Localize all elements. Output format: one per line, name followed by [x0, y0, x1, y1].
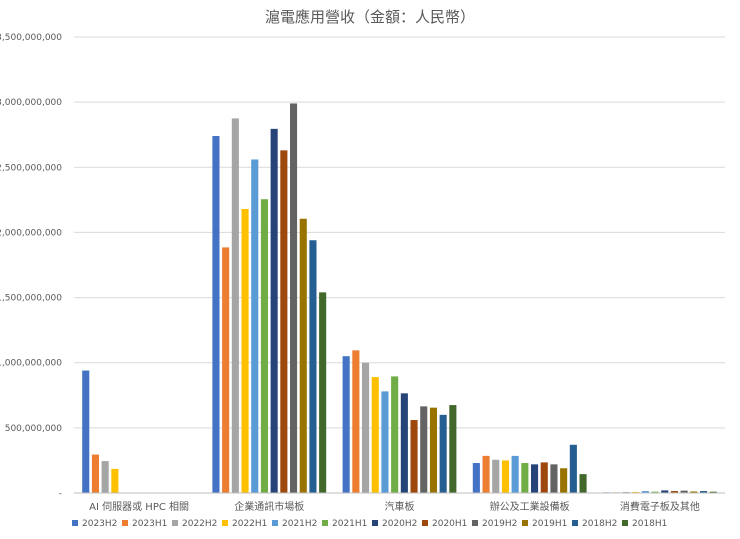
bar [410, 420, 418, 493]
bar [381, 391, 389, 493]
bar [270, 128, 278, 493]
x-category-label: 辦公及工業設備板 [490, 500, 570, 513]
bar [290, 103, 298, 493]
legend-label: 2021H1 [332, 519, 367, 529]
bar [222, 247, 230, 493]
bar [492, 459, 500, 493]
legend-label: 2019H1 [532, 519, 567, 529]
bar [371, 377, 379, 493]
bar [400, 393, 408, 493]
bar [632, 491, 640, 493]
bar [280, 150, 288, 493]
bar [651, 491, 659, 493]
bar [680, 490, 688, 493]
bar [241, 208, 249, 494]
bar [429, 407, 437, 493]
y-tick-label: 500,000,000 [5, 424, 63, 434]
legend-swatch [372, 520, 378, 526]
legend-label: 2022H1 [232, 519, 267, 529]
legend-swatch [122, 520, 128, 526]
x-axis-category-labels: AI 伺服器或 HPC 相關 企業通訊市場板 汽車板 辦公及工業設備板 消費電子板及其他 [89, 500, 700, 513]
bar [319, 292, 327, 493]
bar [260, 199, 268, 493]
legend-label: 2018H2 [582, 519, 617, 529]
x-category-label: 消費電子板及其他 [620, 500, 700, 513]
bar [661, 490, 669, 493]
legend: 2023H2 2023H1 2022H2 2022H1 2021H2 2021H1 2020… [72, 519, 667, 529]
bar [550, 464, 558, 493]
x-category-label: 汽車板 [385, 500, 415, 513]
bar [111, 468, 119, 493]
legend-swatch [172, 520, 178, 526]
bar [511, 455, 519, 493]
legend-label: 2023H1 [132, 519, 167, 529]
y-tick-label: 1,000,000,000 [0, 359, 62, 369]
bar [622, 491, 630, 493]
y-tick-label: 1,500,000,000 [0, 294, 62, 304]
y-tick-label: 3,000,000,000 [0, 98, 62, 108]
legend-swatch [322, 520, 328, 526]
legend-swatch [272, 520, 278, 526]
y-tick-label: - [59, 489, 62, 499]
bar [560, 468, 568, 493]
legend-label: 2018H1 [632, 519, 667, 529]
legend-swatch [422, 520, 428, 526]
legend-label: 2020H2 [382, 519, 417, 529]
x-category-label: 企業通訊市場板 [234, 500, 304, 513]
legend-label: 2023H2 [82, 519, 117, 529]
legend-swatch [72, 520, 78, 526]
y-tick-label: 2,000,000,000 [0, 228, 62, 238]
legend-swatch [622, 520, 628, 526]
bar [342, 356, 350, 493]
chart-title: 滬電應用營收（金額：人民幣） [265, 8, 475, 26]
y-tick-label: 2,500,000,000 [0, 163, 62, 173]
bar [212, 136, 220, 493]
bar [501, 460, 509, 493]
bar [299, 218, 307, 493]
bar [362, 362, 370, 493]
bar [231, 118, 239, 494]
legend-label: 2021H2 [282, 519, 317, 529]
bar [82, 370, 90, 493]
bar [309, 240, 317, 493]
legend-label: 2022H2 [182, 519, 217, 529]
bar [700, 491, 708, 493]
bar [569, 444, 577, 493]
bar [420, 406, 428, 493]
bar [472, 463, 480, 493]
legend-label: 2019H2 [482, 519, 517, 529]
bar [391, 376, 399, 493]
bar [641, 491, 649, 493]
x-category-label: AI 伺服器或 HPC 相關 [89, 500, 189, 513]
bar [352, 350, 360, 493]
y-axis-tick-labels: - 500,000,000 1,000,000,000 1,500,000,000 2,… [0, 33, 62, 499]
bar [709, 491, 717, 493]
bar [540, 462, 548, 493]
y-tick-label: 3,500,000,000 [0, 33, 62, 43]
bar [521, 463, 529, 493]
bar [690, 491, 698, 493]
legend-swatch [472, 520, 478, 526]
legend-swatch [572, 520, 578, 526]
bar [482, 455, 490, 493]
bar [670, 491, 678, 493]
bars [82, 103, 717, 494]
gridlines [74, 36, 725, 429]
bar [101, 461, 109, 493]
bar [251, 159, 259, 493]
bar [531, 464, 539, 493]
legend-swatch [222, 520, 228, 526]
bar [579, 474, 587, 493]
bar [91, 454, 99, 493]
bar [439, 414, 447, 493]
bar [449, 405, 457, 493]
legend-swatch [522, 520, 528, 526]
legend-label: 2020H1 [432, 519, 467, 529]
